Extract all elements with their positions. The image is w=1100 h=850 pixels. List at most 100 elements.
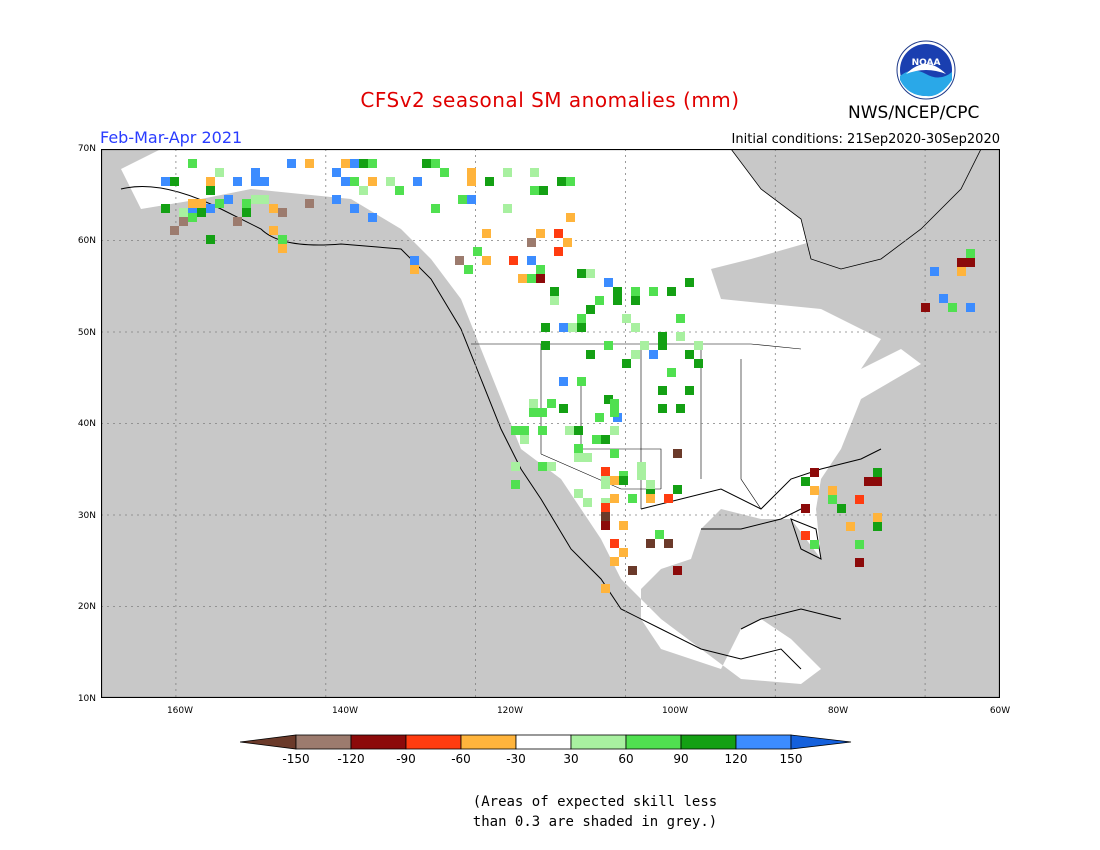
anomaly-cell xyxy=(538,426,547,435)
lat-label-40n: 40N xyxy=(77,419,96,429)
anomaly-cell xyxy=(649,350,658,359)
anomaly-cell xyxy=(269,226,278,235)
anomaly-cell xyxy=(215,199,224,208)
initial-conditions: Initial conditions: 21Sep2020-30Sep2020 xyxy=(731,132,1000,147)
anomaly-cell xyxy=(583,453,592,462)
anomaly-cell xyxy=(676,332,685,341)
color-legend xyxy=(240,734,852,750)
anomaly-cell xyxy=(658,332,667,341)
anomaly-cell xyxy=(667,368,676,377)
anomaly-cell xyxy=(161,177,170,186)
legend-arrow-low xyxy=(240,734,297,750)
legend-tick-label: 30 xyxy=(563,752,579,766)
anomaly-cell xyxy=(341,159,350,168)
anomaly-cell xyxy=(413,177,422,186)
anomaly-cell xyxy=(646,494,655,503)
lon-label-120w: 120W xyxy=(496,706,524,716)
lon-label-100w: 100W xyxy=(661,706,689,716)
anomaly-cell xyxy=(673,566,682,575)
anomaly-cell xyxy=(658,341,667,350)
anomaly-cell xyxy=(574,444,583,453)
anomaly-cell xyxy=(511,426,520,435)
anomaly-cell xyxy=(601,498,610,507)
anomaly-cell xyxy=(332,195,341,204)
anomaly-cell xyxy=(873,468,882,477)
anomaly-cell xyxy=(539,186,548,195)
anomaly-cell xyxy=(536,265,545,274)
graticule xyxy=(101,149,1000,698)
anomaly-cell xyxy=(215,168,224,177)
anomaly-cell xyxy=(664,539,673,548)
anomaly-cell xyxy=(269,204,278,213)
anomaly-cell xyxy=(604,278,613,287)
noaa-logo: NOAA xyxy=(896,40,956,100)
anomaly-cell xyxy=(619,471,628,480)
legend-box xyxy=(350,734,407,750)
anomaly-cell xyxy=(619,548,628,557)
anomaly-cell xyxy=(485,177,494,186)
anomaly-cell xyxy=(188,213,197,222)
anomaly-cell xyxy=(359,186,368,195)
anomaly-cell xyxy=(527,238,536,247)
anomaly-cell xyxy=(610,408,619,417)
anomaly-cell xyxy=(694,341,703,350)
anomaly-cell xyxy=(547,462,556,471)
lat-label-20n: 20N xyxy=(77,602,96,612)
anomaly-cell xyxy=(529,399,538,408)
anomaly-cell xyxy=(520,426,529,435)
anomaly-cell xyxy=(233,177,242,186)
logo-text: NOAA xyxy=(912,58,941,68)
anomaly-cell xyxy=(260,177,269,186)
anomaly-cell xyxy=(631,323,640,332)
anomaly-cell xyxy=(801,477,810,486)
anomaly-cell xyxy=(601,521,610,530)
anomaly-cell xyxy=(685,278,694,287)
anomaly-cell xyxy=(563,238,572,247)
legend-tick-label: 150 xyxy=(779,752,803,766)
anomaly-cell xyxy=(527,256,536,265)
legend-box xyxy=(460,734,517,750)
anomaly-cell xyxy=(604,395,613,404)
anomaly-cell xyxy=(536,229,545,238)
anomaly-cell xyxy=(855,495,864,504)
legend-tick-label: -90 xyxy=(396,752,416,766)
anomaly-cell xyxy=(287,159,296,168)
anomaly-cell xyxy=(536,274,545,283)
anomaly-cell xyxy=(541,323,550,332)
anomaly-cell xyxy=(509,256,518,265)
anomaly-cell xyxy=(188,204,197,213)
anomaly-cell xyxy=(601,435,610,444)
anomaly-cell xyxy=(559,377,568,386)
anomaly-cell xyxy=(224,195,233,204)
anomaly-cell xyxy=(646,489,655,498)
anomaly-cell xyxy=(410,265,419,274)
anomaly-cell xyxy=(518,274,527,283)
anomaly-cell xyxy=(631,287,640,296)
anomaly-cell xyxy=(550,287,559,296)
anomaly-cell xyxy=(930,267,939,276)
legend-box xyxy=(735,734,792,750)
anomaly-cell xyxy=(251,195,260,204)
anomaly-cell xyxy=(161,204,170,213)
anomaly-cell xyxy=(577,323,586,332)
anomaly-cell xyxy=(206,177,215,186)
legend-box xyxy=(515,734,572,750)
anomaly-cell xyxy=(467,195,476,204)
lat-label-10n: 10N xyxy=(77,694,96,704)
anomaly-cell xyxy=(233,217,242,226)
anomaly-cell xyxy=(610,399,619,408)
anomaly-cell xyxy=(673,449,682,458)
anomaly-cell xyxy=(278,244,287,253)
anomaly-cell xyxy=(646,480,655,489)
anomaly-cell xyxy=(332,168,341,177)
anomaly-cell xyxy=(610,449,619,458)
anomaly-cell xyxy=(957,258,966,267)
anomaly-cell xyxy=(538,408,547,417)
anomaly-cell xyxy=(966,258,975,267)
anomaly-cell xyxy=(610,494,619,503)
anomaly-cell xyxy=(464,265,473,274)
anomaly-cell xyxy=(601,480,610,489)
lat-label-60n: 60N xyxy=(77,236,96,246)
map-title: CFSv2 seasonal SM anomalies (mm) xyxy=(360,88,740,112)
anomaly-cell xyxy=(305,199,314,208)
